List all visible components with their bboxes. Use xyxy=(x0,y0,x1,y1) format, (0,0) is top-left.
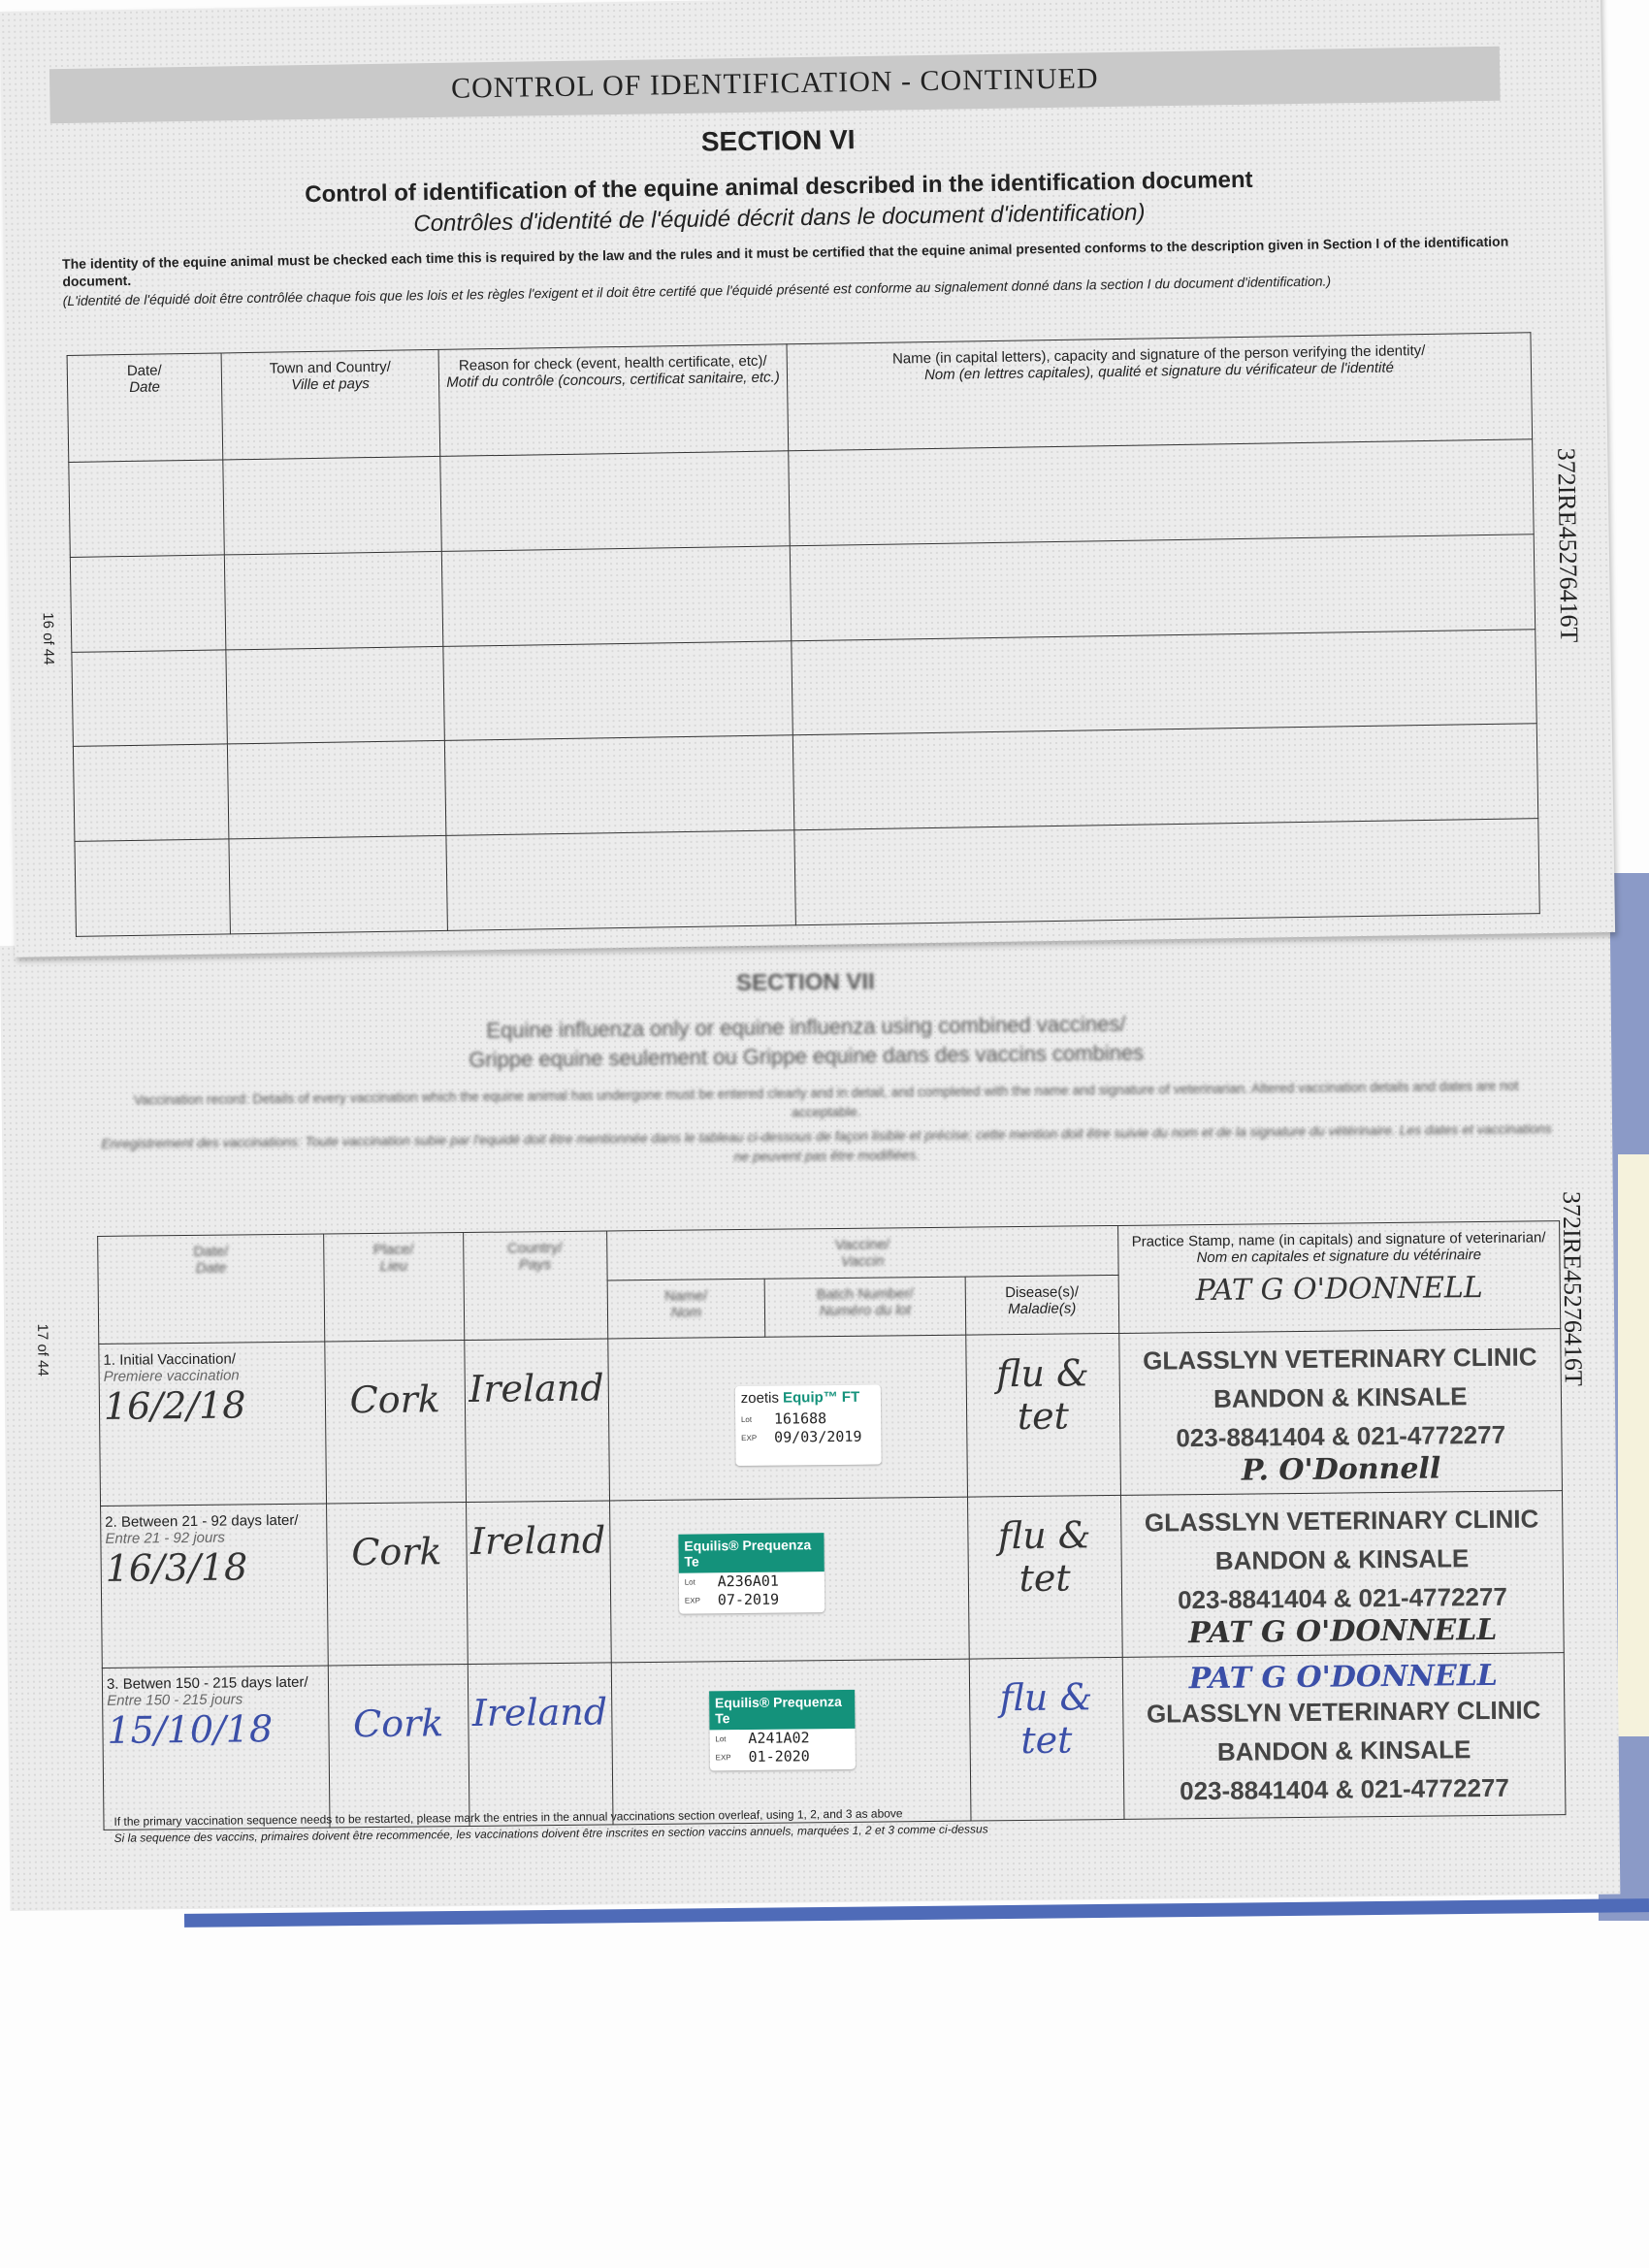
vaccination-table: Date/Date Place/Lieu Country/Pays Vaccin… xyxy=(97,1220,1566,1831)
header-signature: PAT G O'DONNELL xyxy=(1195,1271,1483,1309)
sticker-exp-label: EXP xyxy=(684,1596,700,1605)
header-date: Date/Date xyxy=(67,352,223,463)
header-date: Date/Date xyxy=(97,1234,325,1345)
signature: PAT G O'DONNELL xyxy=(1188,1612,1498,1651)
country: Ireland xyxy=(469,1366,604,1410)
sticker-exp-label: EXP xyxy=(741,1433,758,1443)
header-batch: Batch Number/Numéro du lot xyxy=(764,1277,966,1338)
vaccine-sticker: zoetis Equip™ FT Lot 161688 EXP 09/03/2019 xyxy=(734,1384,882,1467)
header-stamp: Practice Stamp, name (in capitals) and s… xyxy=(1117,1220,1561,1334)
vaccine-sticker: Equilis® Prequenza Te Lot A241A02 EXP 01-2… xyxy=(708,1689,856,1771)
page-number: 17 of 44 xyxy=(34,1323,51,1377)
place: Cork xyxy=(351,1530,442,1574)
practice-stamp: PAT G O'DONNELL GLASSLYN VETERINARY CLINI… xyxy=(1121,1652,1566,1820)
sticker-exp: 09/03/2019 xyxy=(774,1427,862,1446)
vaccination-date: 16/2/18 xyxy=(103,1383,246,1428)
disease: flu & tet xyxy=(997,1513,1091,1601)
header-town: Town and Country/Ville et pays xyxy=(221,349,440,460)
header-reason: Reason for check (event, health certific… xyxy=(438,343,789,457)
vaccination-row: 3. Betwen 150 - 215 days later/Entre 150… xyxy=(102,1652,1566,1831)
row-label: 3. Betwen 150 - 215 days later/ xyxy=(106,1673,308,1693)
practice-stamp: GLASSLYN VETERINARY CLINIC BANDON & KINSA… xyxy=(1120,1490,1565,1658)
header-verifier: Name (in capital letters), capacity and … xyxy=(786,332,1533,451)
sticker-exp: 01-2020 xyxy=(748,1747,810,1766)
page-tab xyxy=(1618,1154,1649,1736)
header-vaccine: Vaccine/Vaccin xyxy=(606,1225,1118,1280)
disease: flu & tet xyxy=(999,1675,1093,1763)
header-disease: Disease(s)/Maladie(s) xyxy=(964,1275,1119,1336)
sticker-exp: 07-2019 xyxy=(717,1590,780,1609)
practice-stamp: GLASSLYN VETERINARY CLINIC BANDON & KINSA… xyxy=(1118,1328,1563,1496)
vaccination-row: 2. Between 21 - 92 days later/Entre 21 -… xyxy=(100,1490,1565,1669)
row-label: 2. Between 21 - 92 days later/ xyxy=(105,1511,299,1531)
place: Cork xyxy=(349,1377,441,1422)
section-heading: SECTION VI xyxy=(700,124,856,157)
sticker-lot-label: Lot xyxy=(740,1414,753,1425)
identity-check-table: Date/Date Town and Country/Ville et pays… xyxy=(67,332,1540,937)
vaccination-date: 15/10/18 xyxy=(107,1707,274,1752)
country: Ireland xyxy=(471,1690,608,1734)
place: Cork xyxy=(352,1701,444,1746)
sticker-lot: A241A02 xyxy=(748,1729,810,1747)
sticker-lot-label: Lot xyxy=(715,1734,727,1744)
sticker-lot-label: Lot xyxy=(684,1577,695,1587)
signature: P. O'Donnell xyxy=(1241,1451,1441,1488)
page-number: 16 of 44 xyxy=(39,612,57,665)
header-country: Country/Pays xyxy=(463,1230,608,1341)
signature: PAT G O'DONNELL xyxy=(1188,1658,1499,1697)
country: Ireland xyxy=(469,1518,606,1563)
passport-number: 372IRE45276416T xyxy=(1552,447,1584,643)
vaccination-row: 1. Initial Vaccination/Premiere vaccinat… xyxy=(98,1328,1563,1507)
sticker-exp-label: EXP xyxy=(715,1753,731,1763)
passport-number: 372IRE45276416T xyxy=(1557,1190,1588,1386)
vaccine-sticker: Equilis® Prequenza Te Lot A236A01 EXP 07-2… xyxy=(678,1533,825,1614)
header-place: Place/Lieu xyxy=(323,1232,465,1343)
sticker-lot: A236A01 xyxy=(717,1571,779,1591)
page-17: SECTION VII Equine influenza only or equ… xyxy=(0,928,1621,1911)
disease: flu & tet xyxy=(995,1351,1090,1439)
sticker-lot: 161688 xyxy=(773,1409,827,1428)
header-name: Name/Nom xyxy=(606,1279,765,1339)
vaccination-date: 16/3/18 xyxy=(105,1545,248,1590)
page-16: CONTROL OF IDENTIFICATION - CONTINUED SE… xyxy=(0,0,1616,957)
section-heading: SECTION VII xyxy=(735,968,875,997)
